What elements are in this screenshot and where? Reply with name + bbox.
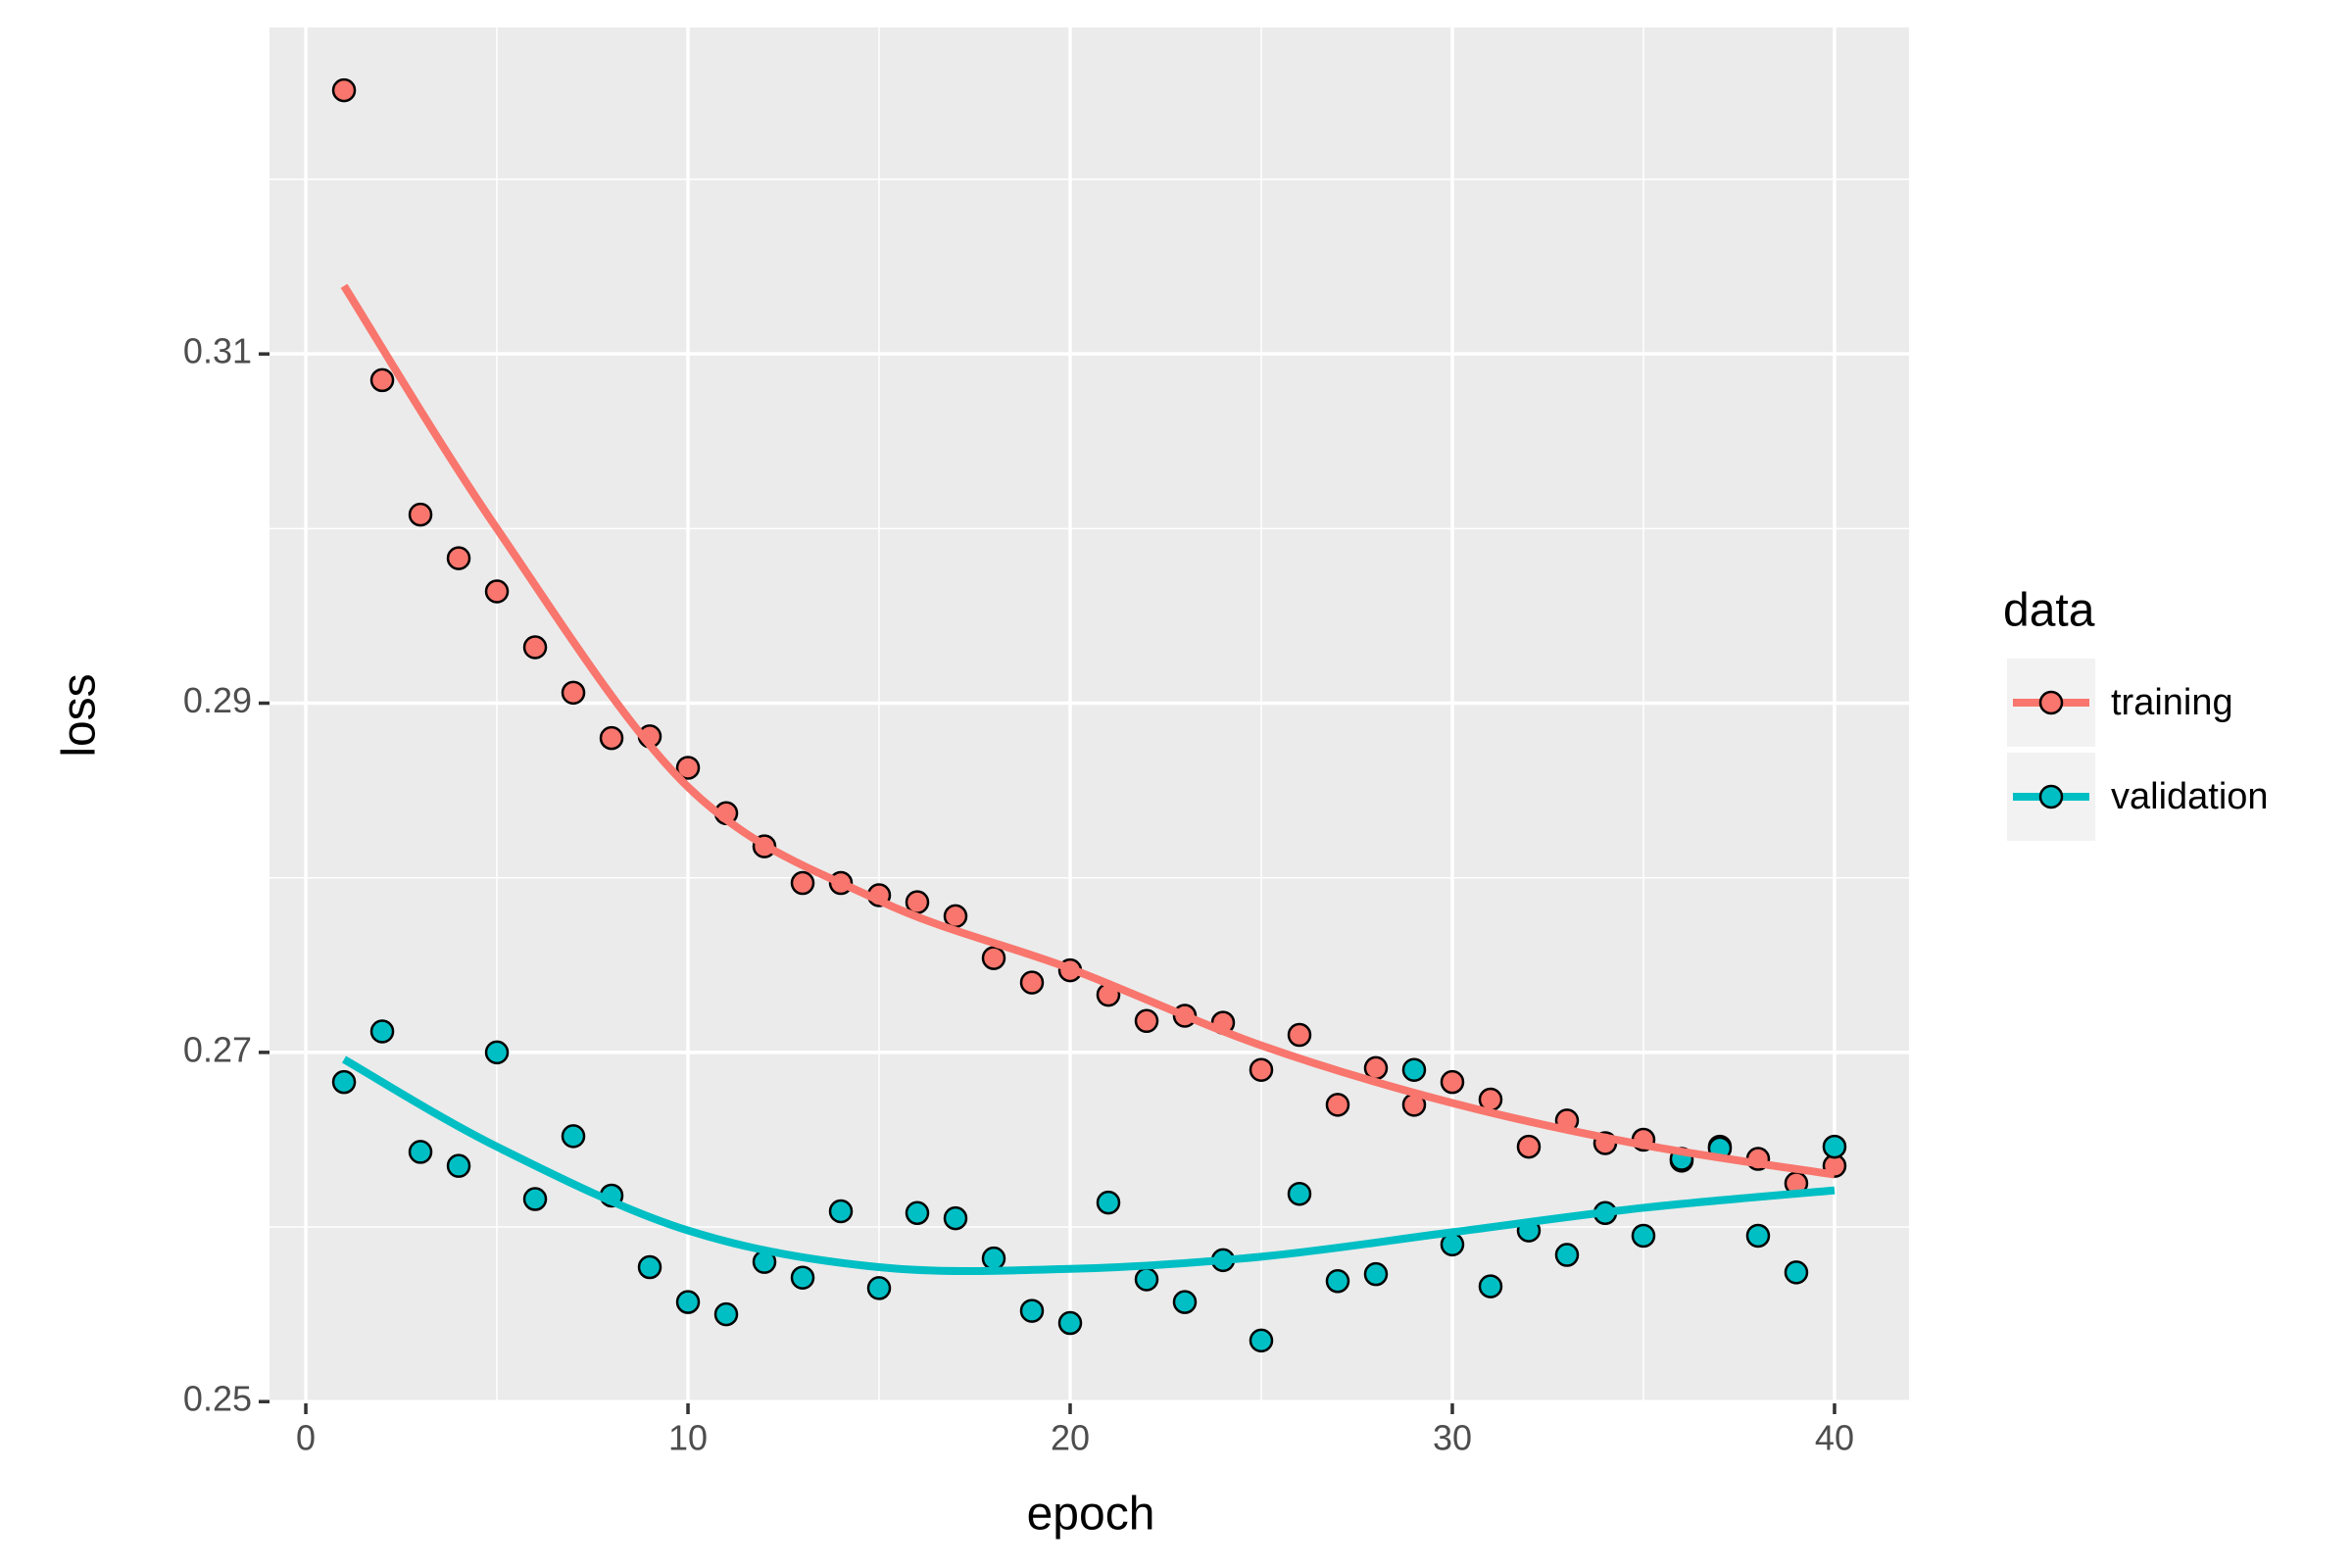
point	[1363, 1055, 1389, 1081]
point	[1019, 970, 1045, 995]
point	[1096, 1190, 1121, 1215]
point	[446, 1153, 471, 1178]
point	[905, 1200, 930, 1226]
x-tick-label: 40	[1815, 1418, 1854, 1458]
point	[790, 1265, 815, 1290]
point	[1134, 1008, 1159, 1034]
point	[981, 946, 1006, 970]
x-axis-title: epoch	[1027, 1489, 1155, 1541]
point	[1440, 1069, 1465, 1095]
legend-key-point	[2038, 784, 2064, 809]
point	[522, 635, 548, 660]
x-tick-label: 0	[296, 1418, 316, 1458]
panel-background	[270, 27, 1909, 1403]
y-tick-label: 0.31	[183, 331, 252, 371]
point	[1784, 1260, 1809, 1285]
point	[1401, 1057, 1427, 1082]
legend-title: data	[2003, 585, 2095, 637]
point	[981, 1246, 1006, 1271]
smooth-line	[340, 283, 1836, 1179]
point	[484, 579, 510, 604]
y-axis-title: loss	[54, 673, 106, 757]
legend-label: training	[2111, 682, 2233, 723]
point	[1287, 1022, 1312, 1048]
point	[1325, 1093, 1350, 1117]
point	[369, 1019, 395, 1044]
point	[1554, 1243, 1580, 1267]
y-tick-label: 0.27	[183, 1029, 252, 1069]
point	[561, 1124, 586, 1149]
point	[599, 725, 624, 751]
point	[1325, 1269, 1350, 1294]
x-tick-label: 30	[1433, 1418, 1472, 1458]
point	[828, 1199, 854, 1224]
point	[1249, 1328, 1274, 1353]
point	[408, 502, 433, 527]
point	[331, 77, 357, 103]
x-tick-label: 10	[668, 1418, 708, 1458]
point	[675, 756, 701, 780]
smooth-line	[342, 1055, 1836, 1276]
point	[331, 1069, 357, 1095]
point	[1057, 1310, 1083, 1336]
x-tick-label: 20	[1051, 1418, 1090, 1458]
point	[713, 1301, 739, 1327]
point	[1363, 1261, 1389, 1287]
point	[1822, 1134, 1847, 1159]
point	[561, 680, 586, 706]
point	[1631, 1223, 1656, 1249]
point	[637, 1254, 662, 1280]
point	[1172, 1290, 1198, 1314]
point	[790, 870, 815, 896]
y-tick-label: 0.25	[183, 1379, 252, 1419]
point	[1019, 1298, 1045, 1323]
y-tick-label: 0.29	[183, 680, 252, 720]
legend-label: validation	[2111, 776, 2269, 817]
legend-key-point	[2038, 690, 2064, 715]
point	[1478, 1274, 1503, 1298]
point	[522, 1187, 548, 1211]
point	[1745, 1223, 1771, 1249]
point	[484, 1040, 510, 1065]
point	[408, 1140, 433, 1164]
point	[675, 1290, 701, 1314]
point	[1249, 1057, 1274, 1082]
point	[943, 904, 968, 929]
point	[369, 368, 395, 393]
point	[446, 546, 471, 570]
point	[866, 1276, 892, 1300]
point	[1516, 1134, 1542, 1159]
point	[1287, 1181, 1312, 1206]
point	[1134, 1267, 1159, 1292]
point	[943, 1205, 968, 1231]
